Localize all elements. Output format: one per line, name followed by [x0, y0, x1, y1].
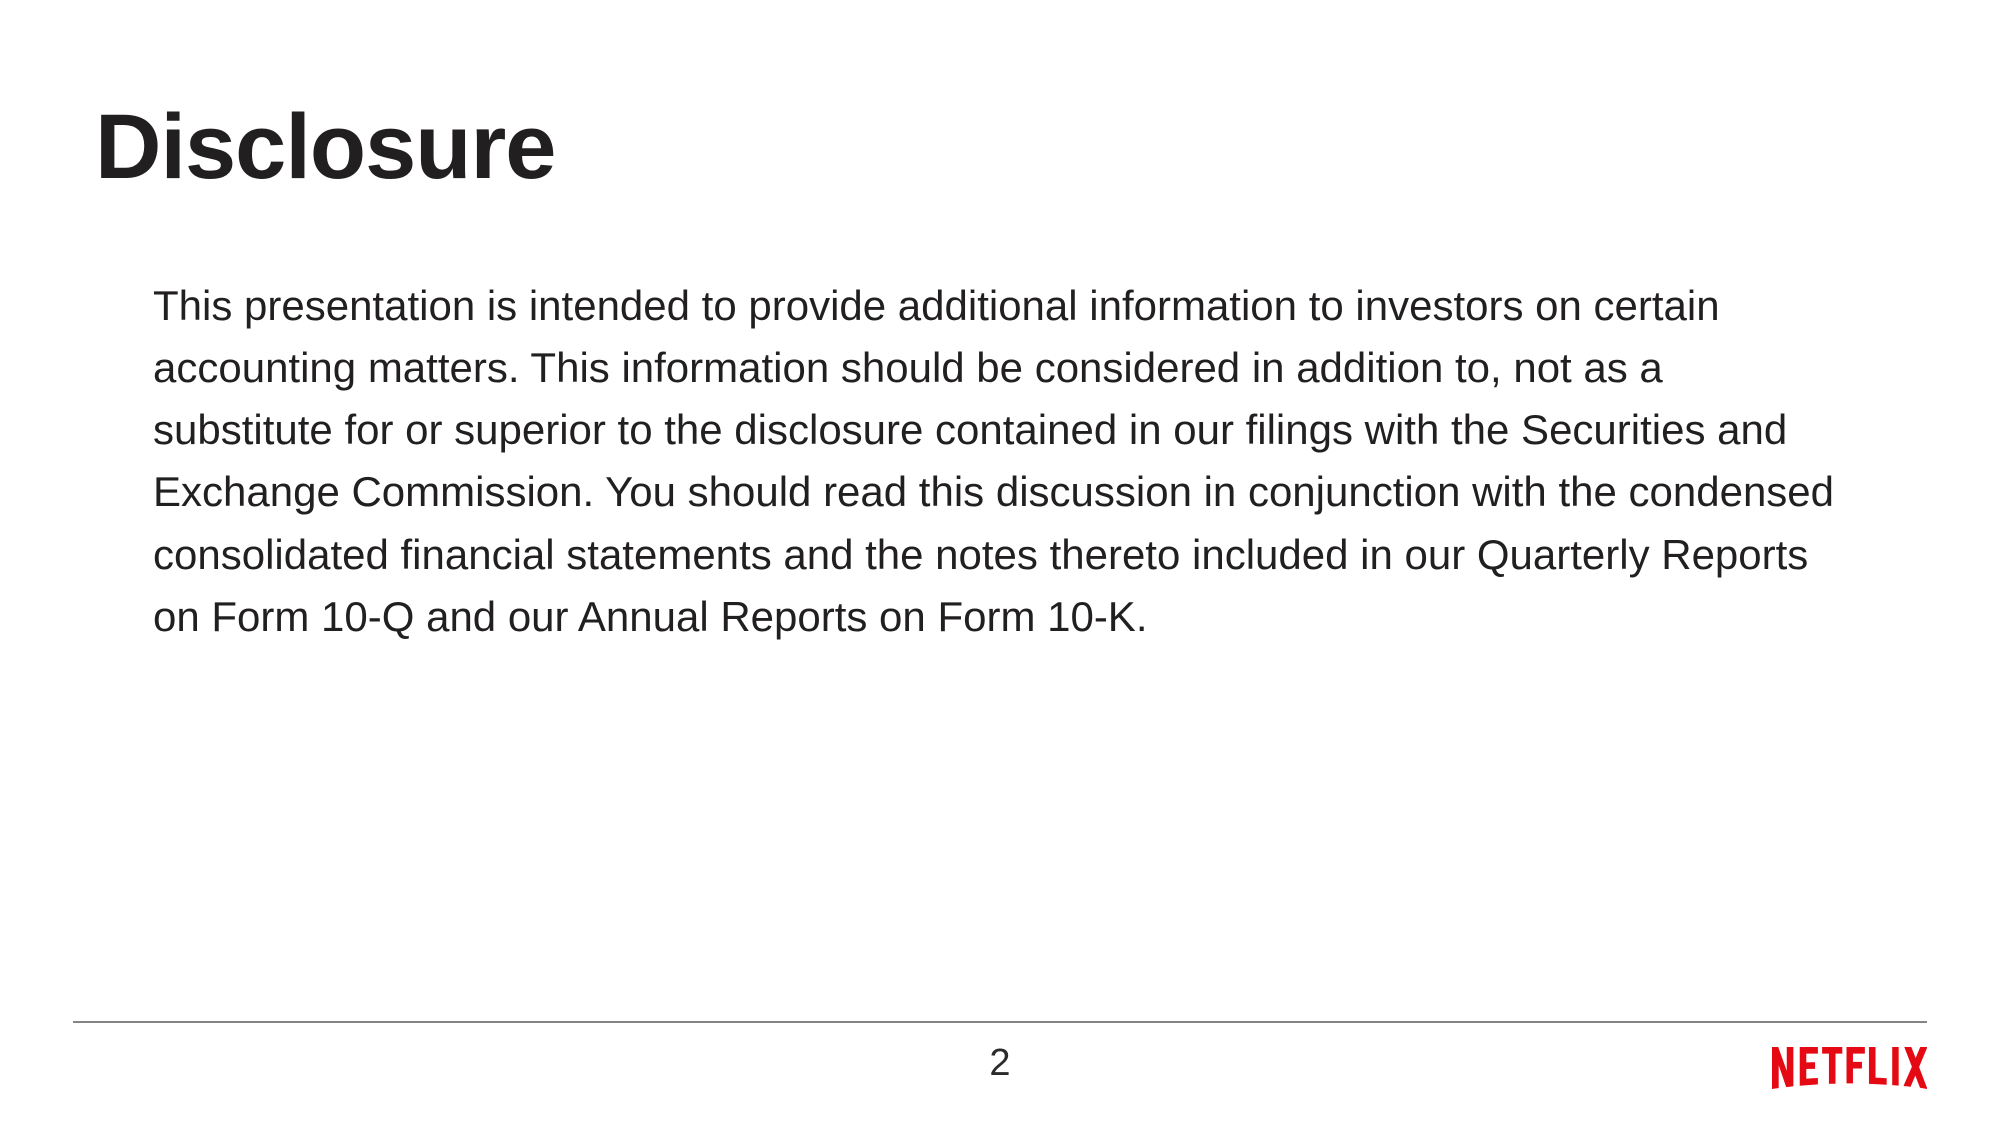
slide-footer: 2: [73, 1021, 1927, 1091]
slide-container: Disclosure This presentation is intended…: [0, 0, 2000, 1125]
page-number: 2: [989, 1042, 1010, 1085]
slide-title: Disclosure: [95, 95, 1905, 200]
netflix-logo: [1772, 1045, 1927, 1091]
disclosure-body-text: This presentation is intended to provide…: [95, 275, 1855, 648]
